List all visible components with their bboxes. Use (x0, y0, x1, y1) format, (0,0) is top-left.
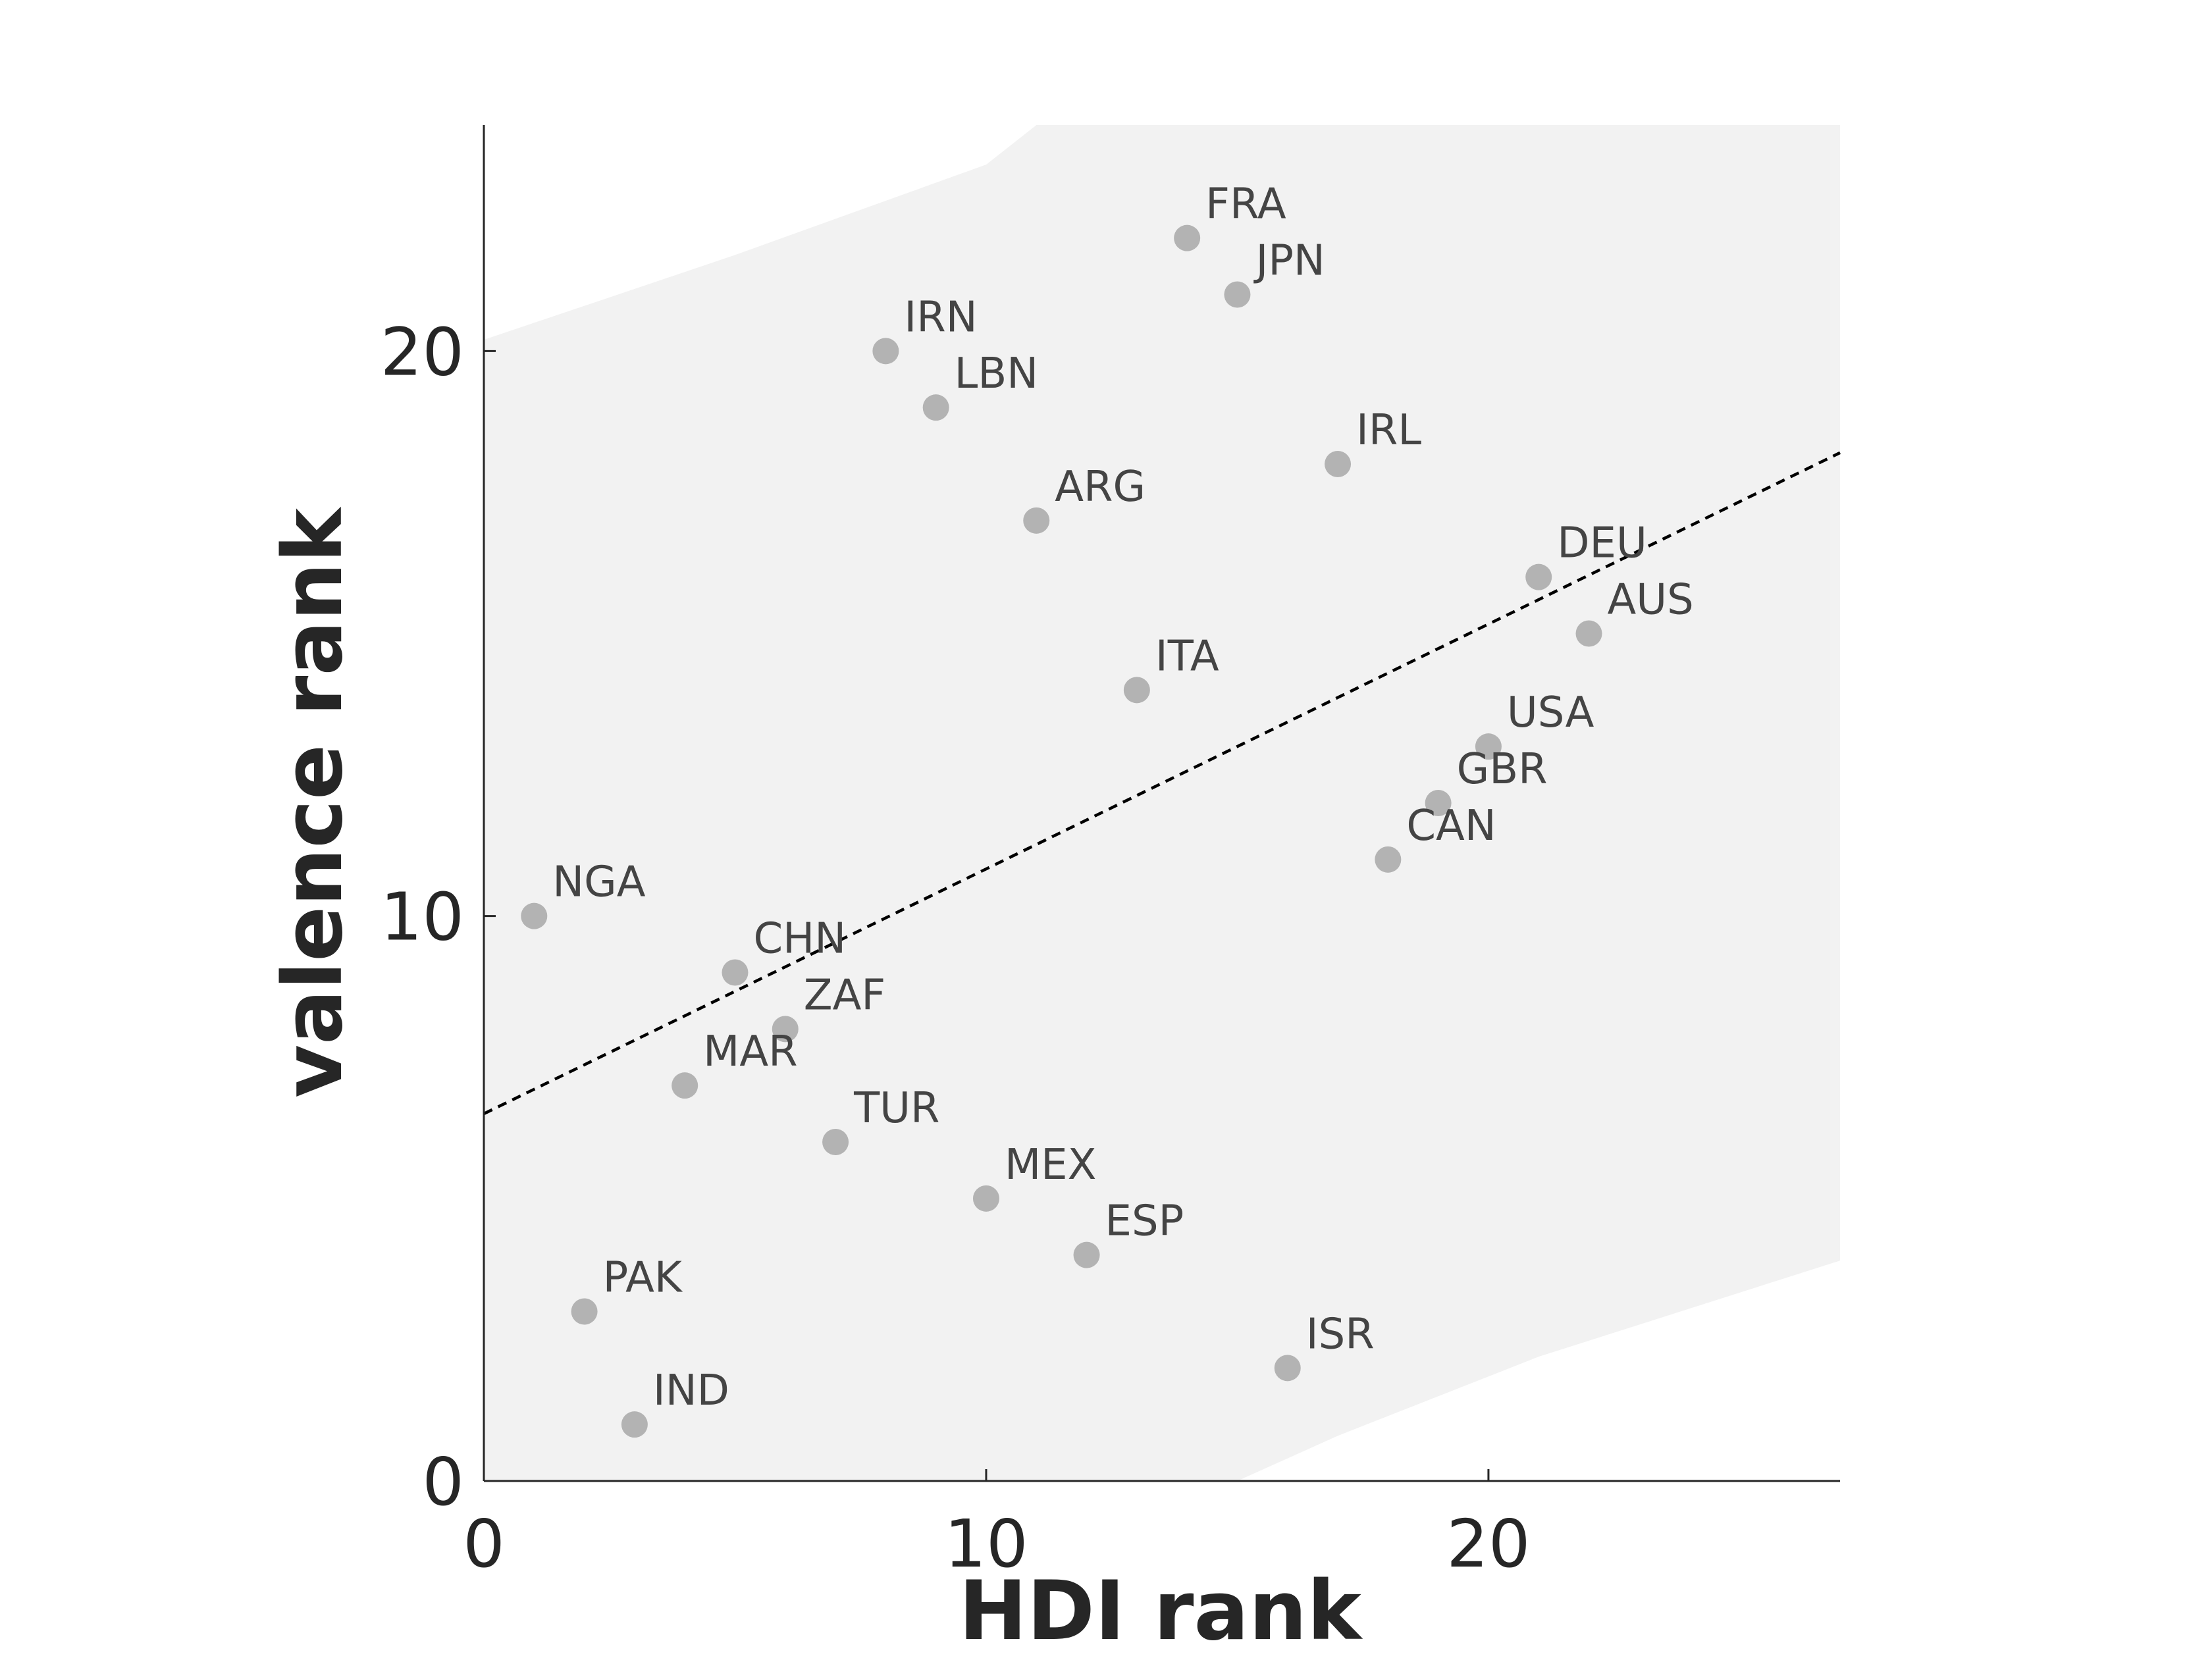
y-axis-title: valence rank (266, 507, 361, 1098)
data-point-lbn (922, 394, 949, 421)
data-point-mex (972, 1185, 999, 1212)
point-label-ind: IND (653, 1366, 729, 1415)
x-tick-label: 10 (944, 1505, 1028, 1582)
data-point-mar (672, 1072, 698, 1099)
point-labels-layer: NGA PAK IND MAR CHN ZAF TUR IRN LBN MEX ARG ESP ITA F… (552, 180, 1693, 1416)
point-label-zaf: ZAF (804, 971, 885, 1020)
data-point-fra (1174, 224, 1201, 251)
data-point-pak (571, 1298, 598, 1325)
data-point-ita (1123, 677, 1150, 704)
point-label-fra: FRA (1205, 180, 1286, 229)
data-point-isr (1274, 1355, 1301, 1382)
data-point-usa (1475, 733, 1502, 760)
data-point-aus (1575, 620, 1602, 647)
point-label-chn: CHN (753, 915, 846, 964)
data-point-esp (1073, 1241, 1100, 1268)
point-label-tur: TUR (853, 1084, 939, 1133)
point-label-aus: AUS (1608, 576, 1694, 625)
data-point-jpn (1224, 281, 1251, 308)
data-point-deu (1525, 563, 1552, 590)
points-layer (521, 224, 1602, 1438)
x-axis-title: HDI rank (959, 1564, 1363, 1659)
point-label-gbr: GBR (1457, 745, 1548, 794)
x-tick-label: 0 (463, 1505, 505, 1582)
x-tick-label: 20 (1446, 1505, 1530, 1582)
data-point-irn (872, 338, 899, 365)
confidence-band (484, 125, 1840, 1481)
confidence-band-layer (484, 125, 1840, 1481)
regression-line (483, 451, 1841, 1116)
point-label-mar: MAR (703, 1027, 797, 1076)
fit-line-layer (483, 451, 1841, 1116)
point-label-deu: DEU (1557, 519, 1647, 568)
point-label-esp: ESP (1105, 1197, 1184, 1246)
y-tick-label: 10 (381, 879, 464, 956)
data-point-irl (1325, 451, 1352, 477)
y-tick-label: 20 (381, 313, 464, 390)
point-label-mex: MEX (1005, 1141, 1097, 1189)
point-label-pak: PAK (603, 1254, 683, 1303)
y-tick-label: 0 (422, 1443, 464, 1520)
data-point-nga (521, 902, 548, 929)
data-point-gbr (1425, 790, 1452, 816)
axes: 0 10 20 0 10 20 (381, 125, 1840, 1582)
point-label-can: CAN (1406, 802, 1496, 850)
point-label-isr: ISR (1306, 1310, 1375, 1359)
data-point-tur (822, 1129, 849, 1155)
point-label-irl: IRL (1356, 406, 1421, 455)
data-point-arg (1023, 507, 1050, 534)
point-label-usa: USA (1507, 688, 1594, 737)
point-label-arg: ARG (1055, 463, 1146, 511)
data-point-zaf (772, 1016, 799, 1043)
data-point-can (1375, 846, 1402, 873)
point-label-irn: IRN (904, 293, 977, 342)
point-label-lbn: LBN (955, 350, 1038, 398)
data-point-chn (722, 959, 749, 986)
point-label-ita: ITA (1155, 632, 1219, 681)
point-label-jpn: JPN (1253, 237, 1325, 286)
data-point-ind (621, 1411, 648, 1438)
point-label-nga: NGA (552, 858, 645, 907)
